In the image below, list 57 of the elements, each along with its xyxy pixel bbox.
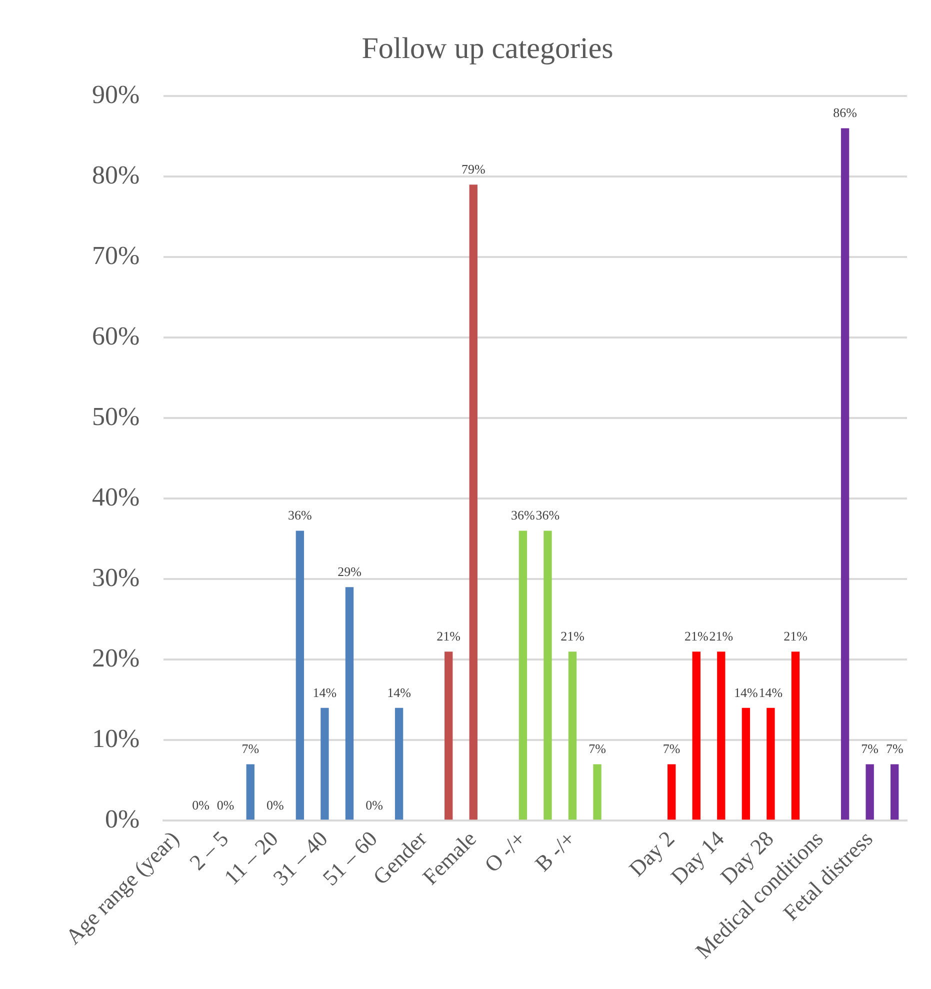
- data-label: 14%: [758, 684, 783, 700]
- bar: [866, 764, 874, 820]
- y-tick-label: 0%: [104, 804, 140, 834]
- y-tick-label: 70%: [92, 240, 140, 270]
- data-label: 21%: [684, 628, 708, 644]
- y-tick-label: 10%: [92, 724, 140, 753]
- bar: [394, 708, 404, 820]
- data-label: 79%: [461, 161, 486, 176]
- bar: [320, 708, 329, 820]
- data-label: 36%: [536, 508, 560, 523]
- y-tick-label: 60%: [92, 321, 140, 350]
- x-tick-label: B -/+: [530, 826, 580, 876]
- bar: [593, 764, 602, 820]
- data-label: 21%: [436, 628, 461, 644]
- data-label: 0%: [366, 798, 384, 813]
- bar: [742, 708, 750, 820]
- bar: [840, 128, 850, 820]
- bar: [246, 764, 254, 820]
- bar: [717, 652, 726, 820]
- data-label: 21%: [784, 628, 808, 644]
- data-label: 36%: [288, 508, 312, 523]
- data-label: 36%: [511, 508, 536, 523]
- y-tick-label: 20%: [92, 643, 140, 672]
- y-tick-label: 80%: [92, 160, 140, 190]
- bar: [444, 652, 453, 820]
- bar: [518, 530, 528, 820]
- data-label: 21%: [709, 628, 734, 644]
- data-label: 0%: [266, 798, 284, 813]
- data-label: 14%: [734, 684, 758, 700]
- y-tick-label: 30%: [92, 562, 140, 592]
- bar: [345, 587, 354, 820]
- chart-title: Follow up categories: [362, 32, 614, 65]
- bar: [568, 652, 577, 820]
- bar: [296, 530, 304, 820]
- bar: [791, 652, 800, 820]
- y-tick-label: 50%: [92, 402, 140, 431]
- bar: [766, 708, 775, 820]
- data-label: 86%: [833, 105, 858, 120]
- bar: [692, 652, 700, 820]
- data-label: 7%: [886, 741, 904, 756]
- data-label: 0%: [216, 798, 234, 813]
- bar: [469, 184, 478, 820]
- data-label: 29%: [338, 564, 362, 580]
- data-label: 7%: [861, 741, 879, 756]
- data-label: 14%: [312, 684, 337, 700]
- bar: [668, 764, 676, 820]
- data-label: 14%: [387, 684, 412, 700]
- y-tick-label: 40%: [92, 482, 140, 512]
- bar: [890, 764, 899, 820]
- data-label: 7%: [588, 741, 606, 756]
- data-label: 7%: [662, 741, 680, 756]
- data-label: 7%: [242, 741, 260, 756]
- y-tick-label: 90%: [92, 80, 140, 109]
- bar: [544, 530, 552, 820]
- data-label: 0%: [192, 798, 210, 813]
- x-tick-label: O -/+: [479, 826, 531, 878]
- data-label: 21%: [560, 628, 585, 644]
